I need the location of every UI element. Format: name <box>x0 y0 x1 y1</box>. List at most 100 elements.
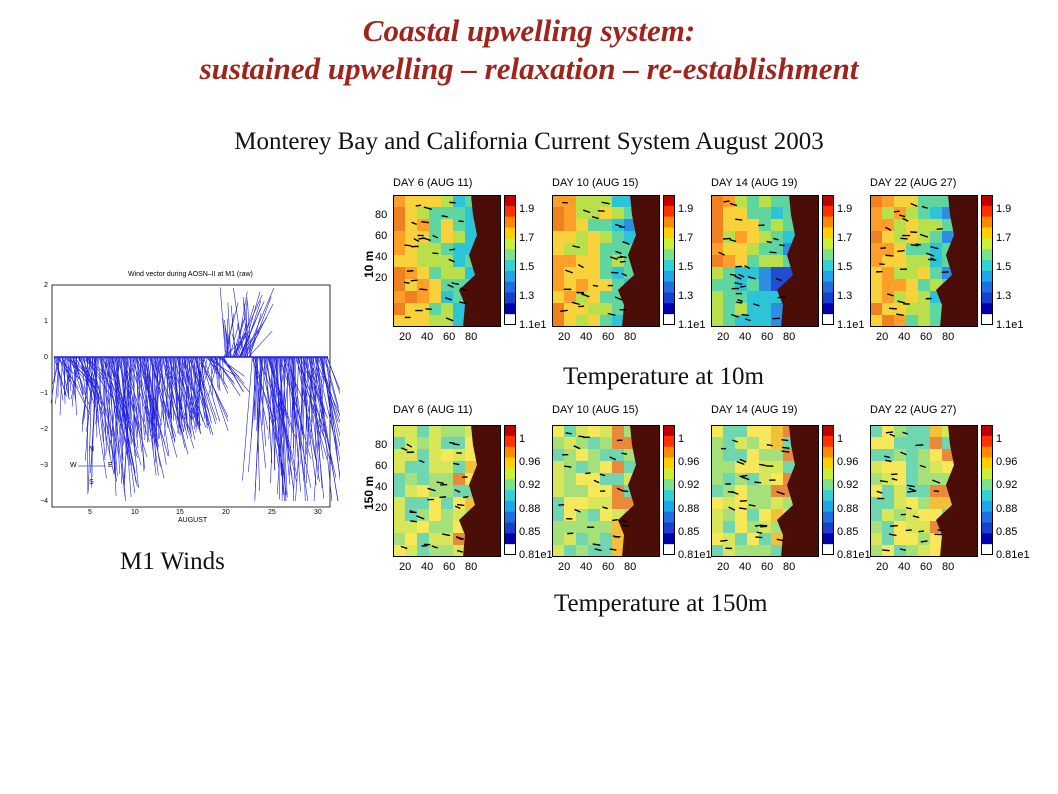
temperature-cell <box>894 279 907 292</box>
colorbar-swatch <box>981 490 993 502</box>
wind-vector <box>135 356 165 479</box>
current-vector <box>887 293 894 297</box>
current-vector <box>612 519 619 522</box>
temperature-cell <box>624 231 637 244</box>
temperature-cell <box>564 219 577 232</box>
current-vector <box>619 260 626 263</box>
temperature-cell <box>588 207 601 220</box>
colorbar-swatch <box>822 457 834 469</box>
wind-vector <box>302 356 307 435</box>
temperature-cell <box>576 437 589 450</box>
temperature-cell <box>453 425 466 438</box>
temperature-cell <box>894 437 907 450</box>
temperature-cell <box>441 231 454 244</box>
wind-vector <box>304 356 309 464</box>
temperature-cell <box>735 545 748 557</box>
temperature-cell <box>588 231 601 244</box>
temperature-cell <box>918 219 931 232</box>
colorbar-label: 0.92 <box>837 479 859 492</box>
compass-n: N <box>89 446 95 453</box>
colorbar-frame <box>504 425 516 555</box>
temperature-cell <box>759 303 772 316</box>
temperature-cell <box>441 315 454 327</box>
colorbar-swatch <box>822 446 834 458</box>
temperature-cell <box>576 533 589 546</box>
current-vector <box>564 465 572 468</box>
wind-vector <box>180 356 189 432</box>
colorbar-swatch <box>981 270 993 283</box>
temperature-cell <box>564 207 577 220</box>
current-vector <box>893 210 900 213</box>
current-vector <box>738 273 745 278</box>
temperature-cell <box>600 545 613 557</box>
wind-vector <box>125 356 139 489</box>
temperature-cell <box>711 545 724 557</box>
temperature-cell <box>894 195 907 208</box>
temperature-cell <box>894 303 907 316</box>
wind-vector <box>295 356 306 502</box>
wind-vector <box>325 356 339 408</box>
temperature-cell <box>588 521 601 534</box>
wind-vector <box>253 356 281 455</box>
current-vector <box>406 443 413 448</box>
temperature-cell <box>588 243 601 256</box>
panel-title-10m-1: DAY 6 (AUG 11) <box>393 177 473 189</box>
temperature-cell <box>747 195 760 208</box>
colorbar-swatch <box>504 249 516 261</box>
temperature-cell <box>747 449 760 462</box>
temperature-cell <box>759 231 772 244</box>
temperature-cell <box>588 195 601 208</box>
wind-vector <box>248 330 273 358</box>
wind-vector <box>325 356 340 482</box>
current-vector <box>422 237 431 242</box>
temperature-cell <box>393 267 406 280</box>
colorbar-swatch <box>822 260 834 272</box>
colorbar-swatch <box>981 260 993 272</box>
colorbar-swatch <box>822 435 834 448</box>
temperature-cell <box>393 219 406 232</box>
wind-vector <box>152 356 158 420</box>
wind-vector <box>218 356 221 390</box>
current-vector <box>413 238 420 242</box>
temperature-cell <box>600 497 613 510</box>
current-vector <box>776 538 785 542</box>
map-xtick: 20 <box>558 331 571 343</box>
temperature-cell <box>453 533 466 546</box>
colorbar-label: 0.92 <box>996 479 1018 492</box>
temperature-cell <box>771 473 784 486</box>
temperature-cell <box>783 461 796 474</box>
current-vector <box>602 506 608 510</box>
panel-title-150m-3: DAY 14 (AUG 19) <box>711 404 798 416</box>
current-vector <box>734 275 742 280</box>
temperature-cell <box>441 509 454 522</box>
temperature-cell <box>417 425 430 438</box>
wind-vector <box>313 356 324 502</box>
temperature-cell <box>552 497 565 510</box>
temperature-cell <box>429 195 442 208</box>
colorbar-10m-3 <box>822 195 834 325</box>
colorbar-swatch <box>822 292 834 304</box>
current-vector <box>920 540 928 543</box>
temperature-cell <box>771 497 784 510</box>
current-vector <box>571 301 580 306</box>
current-vector <box>876 490 883 494</box>
wind-vector <box>146 356 156 443</box>
colorbar-swatch <box>981 292 993 304</box>
temperature-cell <box>405 497 418 510</box>
temperature-cell <box>564 509 577 522</box>
wind-vector <box>257 356 264 454</box>
temperature-cell <box>882 303 895 316</box>
temperature-cell <box>441 255 454 268</box>
current-vector <box>431 545 438 549</box>
colorbar-swatch <box>663 435 675 448</box>
temperature-cell <box>723 219 736 232</box>
temperature-cell <box>918 243 931 256</box>
wind-vector <box>203 356 229 432</box>
temperature-cell <box>870 207 883 220</box>
wind-vector <box>139 356 145 435</box>
current-vector <box>885 431 894 434</box>
temperature-cell <box>882 315 895 327</box>
temperature-cell <box>894 267 907 280</box>
temperature-cell <box>747 533 760 546</box>
colorbar-swatch <box>663 468 675 480</box>
